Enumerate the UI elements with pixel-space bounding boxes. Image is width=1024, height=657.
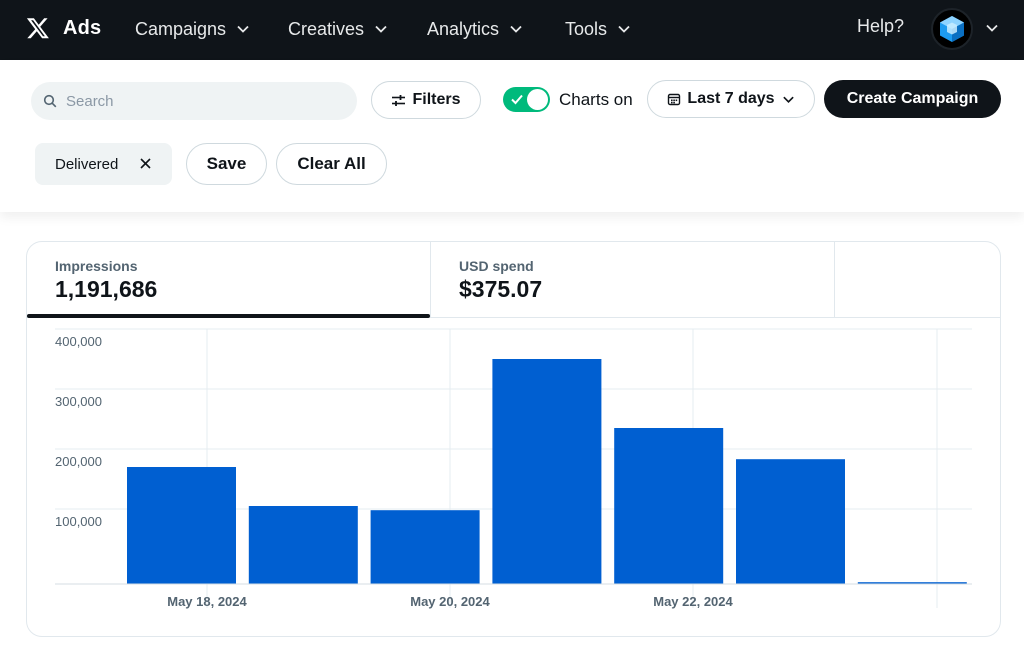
check-icon: [511, 94, 523, 105]
close-icon[interactable]: [139, 157, 152, 170]
create-campaign-button[interactable]: Create Campaign: [824, 80, 1001, 118]
y-tick-label: 200,000: [55, 454, 102, 469]
y-tick-label: 300,000: [55, 394, 102, 409]
sliders-icon: [392, 94, 406, 106]
x-logo-icon: [26, 18, 49, 39]
chart-bar: [127, 467, 236, 584]
chart-bar: [614, 428, 724, 584]
metric-label: USD spend: [459, 258, 534, 274]
nav-creatives-label: Creatives: [288, 18, 365, 39]
chevron-down-icon: [782, 96, 794, 103]
help-link[interactable]: Help?: [857, 16, 905, 36]
filters-label: Filters: [412, 91, 461, 108]
chart-bar: [736, 459, 845, 584]
nav-tools-label: Tools: [565, 18, 608, 39]
y-tick-label: 100,000: [55, 514, 102, 529]
account-avatar[interactable]: [931, 8, 973, 50]
charts-toggle-label: Charts on: [559, 90, 633, 109]
filters-button[interactable]: Filters: [371, 81, 481, 119]
metrics-chart-card: Impressions 1,191,686 USD spend $375.07 …: [26, 241, 1001, 637]
top-nav: Ads Campaigns Creatives Analytics Tools …: [0, 0, 1024, 60]
selected-tab-indicator: [27, 314, 430, 318]
calendar-icon: [668, 93, 681, 106]
search-box[interactable]: [31, 82, 357, 120]
y-tick-label: 400,000: [55, 334, 102, 349]
filter-chip-delivered: Delivered: [35, 143, 172, 185]
metric-tabs: Impressions 1,191,686 USD spend $375.07: [27, 242, 1000, 318]
x-tick-label: May 18, 2024: [167, 594, 247, 609]
account-menu-chevron-icon[interactable]: [985, 21, 999, 35]
chevron-down-icon: [618, 25, 630, 33]
chart-svg: 100,000 200,000 300,000 400,000 May 18, 2024…: [55, 328, 972, 609]
search-input[interactable]: [66, 92, 346, 110]
metric-label: Impressions: [55, 258, 138, 274]
save-button[interactable]: Save: [186, 143, 267, 185]
nav-analytics-label: Analytics: [427, 18, 500, 39]
chart-bar: [370, 510, 480, 584]
tab-usd-spend[interactable]: USD spend $375.07: [431, 242, 835, 318]
chevron-down-icon: [375, 25, 387, 33]
nav-analytics[interactable]: Analytics: [427, 16, 523, 42]
toolbar: Filters Charts on Last 7 days Create Cam…: [0, 60, 1024, 212]
nav-creatives[interactable]: Creatives: [288, 16, 388, 42]
toggle-knob: [527, 89, 548, 110]
chevron-down-icon: [510, 25, 522, 33]
cube-avatar-icon: [940, 16, 964, 42]
filter-chip-label: Delivered: [55, 155, 119, 173]
metric-value: 1,191,686: [55, 276, 158, 302]
brand-name: Ads: [63, 16, 102, 39]
charts-toggle[interactable]: [503, 87, 550, 112]
tab-impressions[interactable]: Impressions 1,191,686: [27, 242, 431, 318]
x-tick-label: May 20, 2024: [410, 594, 490, 609]
metric-value: $375.07: [459, 276, 543, 302]
clear-all-button[interactable]: Clear All: [276, 143, 387, 185]
chart-bar: [248, 506, 358, 584]
chart-bar: [492, 359, 602, 584]
tab-empty[interactable]: [835, 242, 1000, 318]
bar-chart: 100,000 200,000 300,000 400,000 May 18, 2024…: [27, 318, 1000, 636]
nav-campaigns[interactable]: Campaigns: [135, 16, 250, 42]
x-tick-label: May 22, 2024: [653, 594, 733, 609]
date-range-button[interactable]: Last 7 days: [647, 80, 815, 118]
date-range-label: Last 7 days: [687, 90, 775, 107]
nav-tools[interactable]: Tools: [565, 16, 631, 42]
nav-campaigns-label: Campaigns: [135, 18, 227, 39]
brand[interactable]: Ads: [26, 13, 101, 43]
chart-bar: [857, 582, 967, 584]
search-icon: [43, 94, 57, 108]
chevron-down-icon: [237, 25, 249, 33]
